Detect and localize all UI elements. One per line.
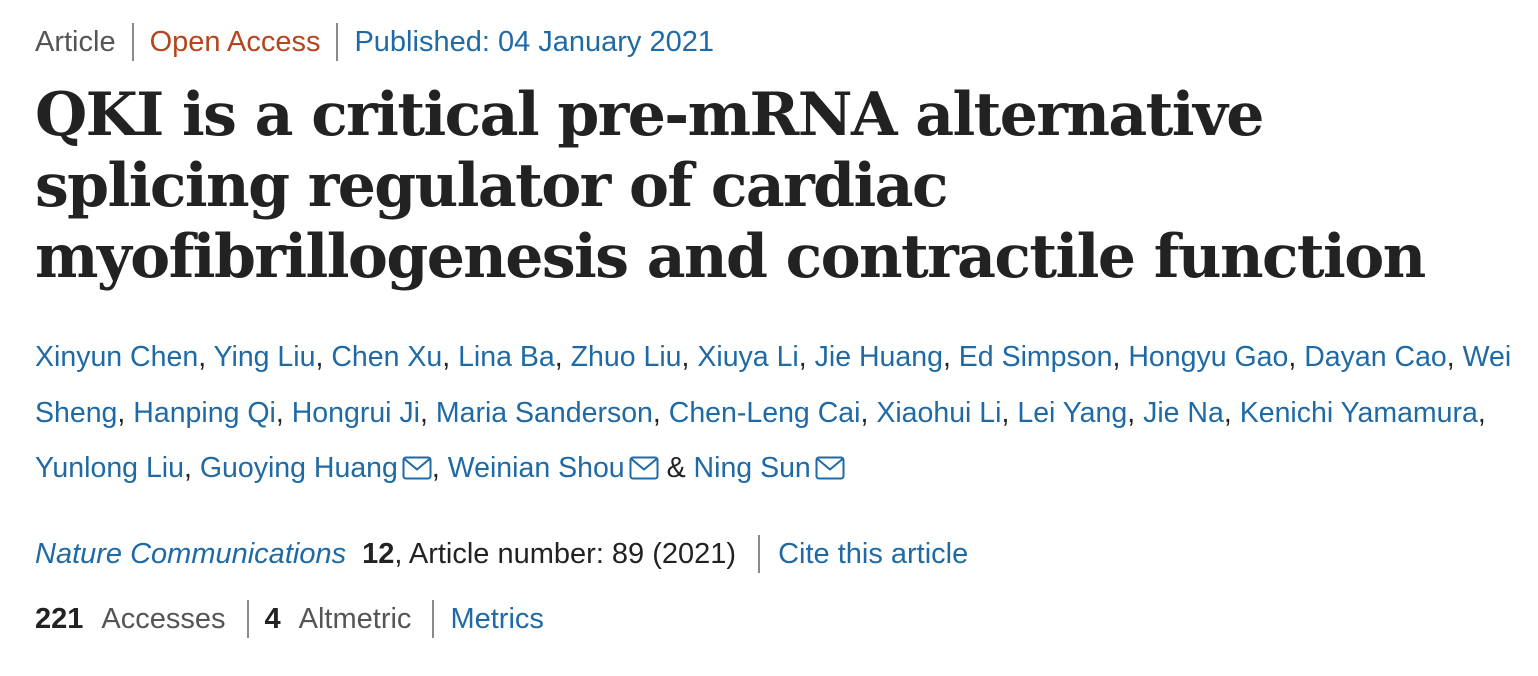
published-date: Published: 04 January 2021 [354, 25, 714, 58]
metrics-link[interactable]: Metrics [450, 602, 544, 635]
author-separator: , [1477, 396, 1486, 429]
author-link[interactable]: Yunlong Liu [35, 452, 184, 484]
article-number: , Article number: 89 (2021) [394, 537, 737, 570]
author-link[interactable]: Kenichi Yamamura [1239, 396, 1478, 429]
author-link[interactable]: Chen Xu [331, 341, 443, 373]
author-link[interactable]: Hanping Qi [133, 396, 276, 429]
author-separator: , [117, 396, 134, 429]
metrics-divider [246, 600, 249, 638]
author-separator: , [1288, 341, 1305, 373]
mail-icon[interactable] [629, 456, 659, 480]
author-separator: , [681, 341, 698, 373]
author-link[interactable]: Ed Simpson [958, 341, 1113, 373]
author-link[interactable]: Ying Liu [213, 341, 316, 373]
citation-divider [758, 535, 761, 573]
author-link[interactable]: Ning Sun [693, 452, 811, 484]
author-link[interactable]: Xiaohui Li [876, 396, 1002, 429]
cite-this-article-link[interactable]: Cite this article [778, 537, 969, 570]
author-link[interactable]: Lei Yang [1017, 396, 1128, 429]
author-link[interactable]: Jie Na [1143, 396, 1224, 429]
meta-divider [131, 23, 134, 61]
author-separator: , [860, 396, 877, 429]
author-separator: , [183, 452, 200, 484]
author-link[interactable]: Jie Huang [814, 341, 943, 373]
accesses-label: Accesses [101, 602, 226, 635]
author-link[interactable]: Xinyun Chen [35, 341, 199, 373]
accesses-count: 221 [35, 602, 84, 635]
author-separator: , [1001, 396, 1018, 429]
author-link[interactable]: Chen-Leng Cai [668, 396, 861, 429]
author-separator: , [798, 341, 815, 373]
author-list: Xinyun Chen, Ying Liu, Chen Xu, Lina Ba,… [35, 330, 1515, 497]
author-separator: , [198, 341, 214, 373]
author-separator: , [442, 341, 459, 373]
author-separator: , [431, 452, 448, 484]
article-type: Article [35, 25, 116, 58]
author-separator: , [275, 396, 292, 429]
metrics-divider [432, 600, 435, 638]
mail-icon[interactable] [402, 456, 432, 480]
altmetric-count: 4 [264, 602, 281, 635]
author-link[interactable]: Weinian Shou [447, 452, 625, 484]
volume-number: 12 [362, 537, 395, 570]
altmetric-label: Altmetric [298, 602, 412, 635]
article-title: QKI is a critical pre-mRNA alternative s… [35, 80, 1426, 292]
author-separator: & [658, 452, 694, 484]
citation-row: Nature Communications 12 , Article numbe… [35, 532, 968, 576]
author-link[interactable]: Dayan Cao [1304, 341, 1447, 373]
author-link[interactable]: Maria Sanderson [435, 396, 653, 429]
journal-link[interactable]: Nature Communications [35, 537, 347, 570]
author-separator: , [315, 341, 332, 373]
author-link[interactable]: Xiuya Li [697, 341, 799, 373]
author-link[interactable]: Guoying Huang [199, 452, 398, 484]
author-separator: , [1223, 396, 1240, 429]
meta-divider [336, 23, 339, 61]
author-separator: , [1112, 341, 1129, 373]
author-link[interactable]: Zhuo Liu [570, 341, 682, 373]
mail-icon[interactable] [815, 456, 845, 480]
metrics-row: 221 Accesses 4 Altmetric Metrics [35, 597, 544, 641]
article-meta-row: Article Open Access Published: 04 Januar… [35, 22, 714, 62]
author-separator: , [554, 341, 571, 373]
author-link[interactable]: Hongrui Ji [291, 396, 421, 429]
author-separator: , [942, 341, 959, 373]
author-separator: , [420, 396, 436, 429]
author-separator: , [652, 396, 669, 429]
author-link[interactable]: Hongyu Gao [1128, 341, 1289, 373]
author-link[interactable]: Wei Sheng [35, 341, 1512, 429]
author-link[interactable]: Lina Ba [458, 341, 555, 373]
author-separator: , [1446, 341, 1463, 373]
open-access-badge: Open Access [149, 25, 321, 58]
author-separator: , [1127, 396, 1144, 429]
